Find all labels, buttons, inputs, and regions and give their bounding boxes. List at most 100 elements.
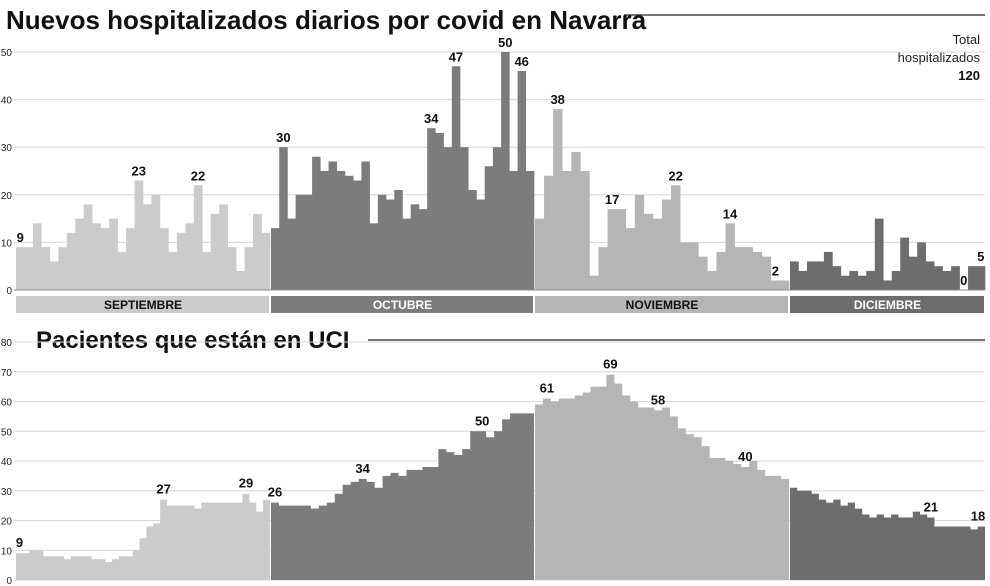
bar xyxy=(934,266,943,290)
data-label: 2 xyxy=(772,263,779,278)
bar xyxy=(261,232,271,290)
bar xyxy=(386,199,395,290)
bar xyxy=(75,218,85,290)
bar xyxy=(151,194,161,290)
data-label: 23 xyxy=(132,164,146,179)
bar xyxy=(377,194,387,290)
data-label: 9 xyxy=(16,535,23,550)
data-label: 0 xyxy=(960,273,967,288)
area-segment xyxy=(535,374,789,580)
bar xyxy=(244,247,254,290)
bar xyxy=(849,270,859,290)
bar xyxy=(580,171,590,290)
bar xyxy=(219,204,228,290)
bar xyxy=(634,194,645,290)
bar xyxy=(806,261,816,290)
total-value: 120 xyxy=(958,68,980,83)
month-label: OCTUBRE xyxy=(373,298,432,312)
bar xyxy=(143,204,152,290)
bar xyxy=(589,275,599,290)
bar xyxy=(320,171,329,290)
data-label: 9 xyxy=(17,230,24,245)
bar xyxy=(662,199,672,290)
chart1-bars xyxy=(14,52,986,291)
bar xyxy=(689,242,699,290)
bar xyxy=(725,223,735,290)
data-label: 46 xyxy=(514,54,528,69)
bar xyxy=(917,242,926,290)
bar xyxy=(328,161,338,290)
bar xyxy=(402,218,412,290)
bar xyxy=(883,280,893,290)
y-tick-label: 0 xyxy=(6,576,12,586)
chart2-data-labels: 9 27 29 26 34 50 61 69 58 40 21 18 xyxy=(16,357,985,550)
bar xyxy=(779,280,790,290)
bar xyxy=(607,209,617,290)
y-tick-label: 80 xyxy=(1,338,13,349)
bar xyxy=(58,247,68,290)
data-label: 50 xyxy=(475,413,489,428)
area-segment xyxy=(16,493,270,580)
icu-chart: Pacientes que están en UCI 0 10 20 30 40 50 60… xyxy=(1,327,985,586)
data-label: 61 xyxy=(540,381,554,396)
bar xyxy=(770,280,781,290)
bar xyxy=(707,270,717,290)
data-label: 34 xyxy=(355,461,370,476)
bar xyxy=(815,261,825,290)
bar xyxy=(100,228,110,290)
bar xyxy=(866,270,876,290)
bar xyxy=(976,266,986,290)
y-tick-label: 40 xyxy=(1,96,13,107)
bar xyxy=(410,204,420,290)
bar xyxy=(168,251,178,290)
bar xyxy=(443,147,453,290)
bar xyxy=(279,147,288,290)
bar xyxy=(680,242,690,290)
bar xyxy=(671,185,681,290)
bar xyxy=(525,171,535,290)
bar xyxy=(176,232,186,290)
bar xyxy=(857,275,867,290)
chart1-y-ticks: 0 10 20 30 40 50 xyxy=(1,48,13,297)
bar xyxy=(353,180,362,290)
data-label: 29 xyxy=(239,476,253,491)
month-label: DICIEMBRE xyxy=(854,298,921,312)
bar xyxy=(92,223,101,290)
bar xyxy=(117,251,127,290)
bar xyxy=(451,66,461,290)
data-label: 69 xyxy=(603,357,617,372)
data-label: 18 xyxy=(971,508,985,523)
month-band xyxy=(16,296,269,313)
data-label: 22 xyxy=(191,168,205,183)
bar xyxy=(832,266,842,290)
bar xyxy=(361,161,370,290)
chart2-title: Pacientes que están en UCI xyxy=(36,327,349,354)
bar xyxy=(83,204,93,290)
chart2-y-ticks: 0 10 20 30 40 50 60 70 80 xyxy=(1,338,13,586)
total-label-line2: hospitalizados xyxy=(898,50,981,65)
bar xyxy=(303,194,313,290)
bar xyxy=(227,247,237,290)
bar xyxy=(798,270,808,290)
bar xyxy=(908,256,918,290)
bar xyxy=(460,147,469,290)
bar xyxy=(716,251,726,290)
bar xyxy=(652,218,663,290)
bar xyxy=(643,213,654,290)
bar xyxy=(271,228,280,290)
bar xyxy=(968,266,977,290)
bar xyxy=(32,223,42,290)
bar xyxy=(840,275,850,290)
bar xyxy=(900,237,909,290)
bar xyxy=(484,166,494,290)
bar xyxy=(134,180,144,290)
bar xyxy=(501,52,510,290)
bar xyxy=(16,247,25,290)
bar xyxy=(942,270,952,290)
bar xyxy=(743,247,754,290)
bar xyxy=(336,171,346,290)
bar xyxy=(126,228,135,290)
bar xyxy=(509,171,518,290)
data-label: 26 xyxy=(268,485,282,500)
